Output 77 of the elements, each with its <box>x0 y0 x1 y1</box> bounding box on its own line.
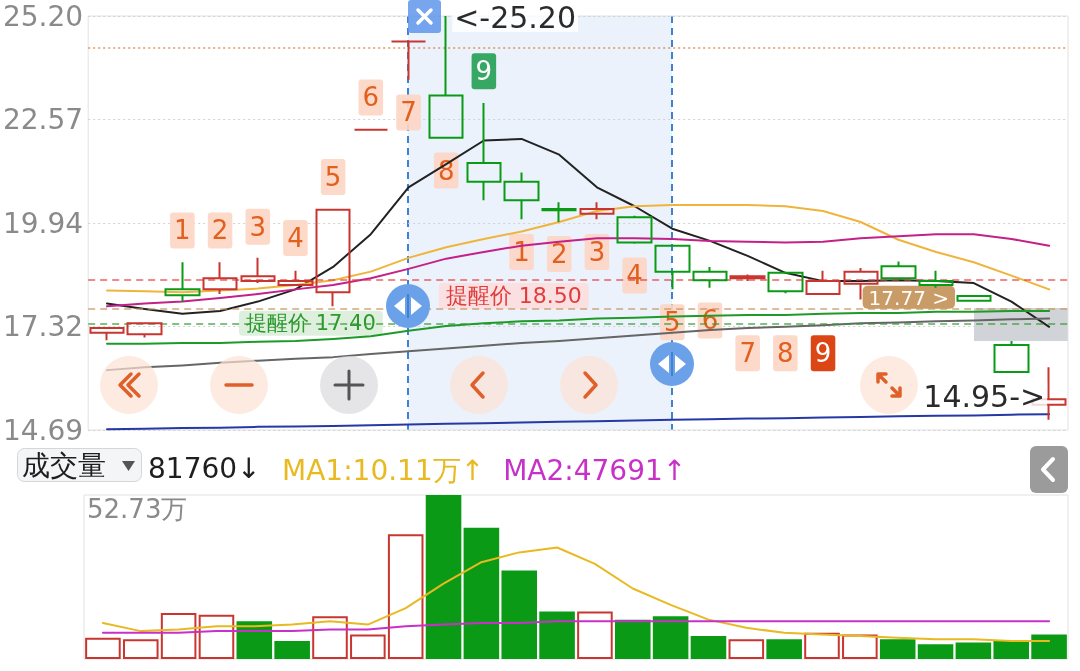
bar <box>539 611 575 659</box>
candlestick <box>767 271 804 295</box>
candlestick <box>956 295 992 302</box>
annotation: 7 <box>400 97 417 128</box>
bar <box>350 634 386 659</box>
chart-title: 成交量 <box>22 448 106 482</box>
annotation: 2 <box>211 215 229 246</box>
bar <box>501 570 538 659</box>
bar <box>842 634 878 659</box>
y-tick-label: 17.32 <box>2 309 84 343</box>
annotation: 5 <box>324 162 342 193</box>
y-tick-label: 25.20 <box>2 0 84 33</box>
bar <box>614 619 651 659</box>
candlestick <box>541 201 577 224</box>
bar <box>690 636 727 659</box>
bar <box>1031 634 1067 659</box>
bar <box>463 527 500 659</box>
bar <box>766 639 802 659</box>
candlestick <box>616 214 653 245</box>
bar <box>122 639 159 659</box>
annotation: 6 <box>362 82 380 113</box>
bar <box>652 616 689 659</box>
candlestick <box>277 269 314 287</box>
candlestick <box>315 208 351 308</box>
candlestick <box>503 171 540 221</box>
y-tick-label: 14.69 <box>2 413 84 447</box>
annotation: 9 <box>814 338 832 369</box>
candlestick <box>126 322 163 339</box>
candlestick <box>692 265 728 289</box>
text: 81760↓ <box>148 451 261 485</box>
annotation: 3 <box>588 237 606 268</box>
line-series <box>106 413 1051 431</box>
bar <box>198 614 235 659</box>
candlestick <box>353 128 389 131</box>
annotation: 4 <box>626 260 643 291</box>
annotation: 1 <box>174 215 191 246</box>
y-tick-label: 19.94 <box>2 206 84 240</box>
annotation: 52.73万 <box>87 494 188 524</box>
annotation: 2 <box>550 238 568 269</box>
candlestick <box>729 273 766 283</box>
candlestick <box>466 102 502 202</box>
candlestick <box>993 339 1030 374</box>
bar <box>160 613 197 659</box>
candlestick <box>390 40 427 81</box>
annotation: 14.95-> <box>923 378 1046 414</box>
candlestick <box>202 261 238 296</box>
annotation: 7 <box>739 338 756 369</box>
annotation: 9 <box>475 56 493 87</box>
bar <box>274 640 310 659</box>
bar <box>993 640 1030 659</box>
candlestick <box>918 269 954 289</box>
text: MA1:10.11万↑ <box>282 453 485 487</box>
annotation: 8 <box>777 338 794 369</box>
ref-line-label: 提醒价 17.40 <box>245 311 376 336</box>
y-tick-label: 22.57 <box>2 103 84 137</box>
bar <box>917 644 954 659</box>
ref-line-label: 17.77 > <box>868 285 949 310</box>
candlestick <box>240 256 276 285</box>
bar <box>728 639 765 659</box>
candlestick <box>805 269 841 296</box>
bar <box>387 534 424 659</box>
candlestick <box>89 326 125 342</box>
annotation: <-25.20 <box>454 0 577 35</box>
bar <box>85 637 121 659</box>
candlestick <box>579 201 615 221</box>
annotation: 4 <box>287 222 304 253</box>
annotation: 3 <box>249 211 267 242</box>
ref-line-label: 提醒价 18.50 <box>445 283 582 309</box>
bar <box>425 495 462 659</box>
candlestick <box>880 260 917 280</box>
text: MA2:47691↑ <box>503 453 687 487</box>
candlestick <box>654 244 691 291</box>
bar <box>955 642 992 659</box>
candlestick <box>164 261 201 303</box>
bar <box>312 616 348 659</box>
bar <box>879 639 916 659</box>
bar <box>577 611 613 659</box>
